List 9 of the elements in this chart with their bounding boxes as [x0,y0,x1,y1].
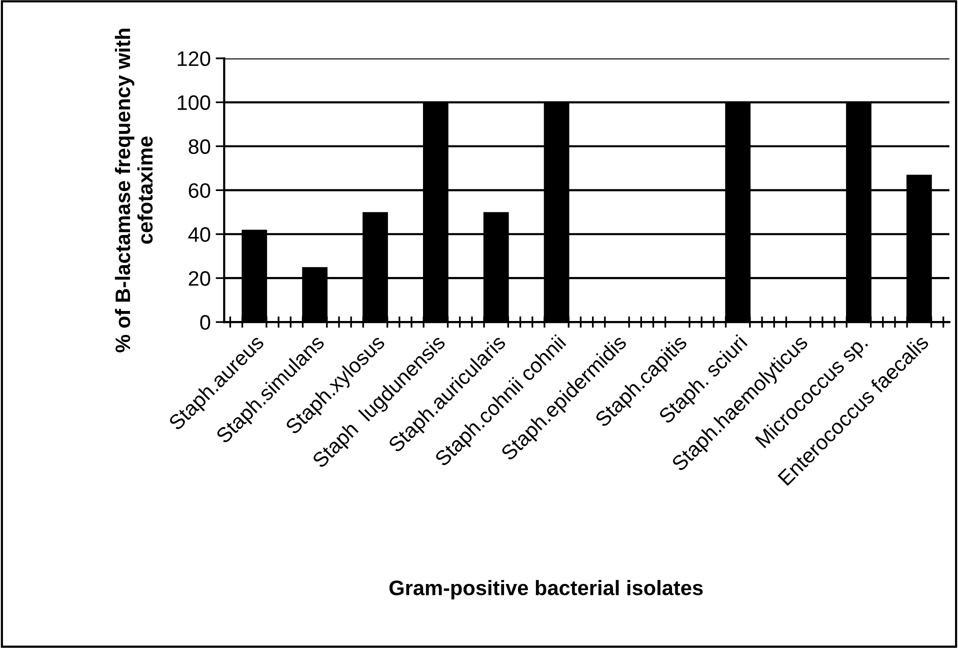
y-tick-label: 100 [178,95,210,110]
y-tick-label: 120 [178,51,210,66]
y-tick-label: 60 [188,183,210,198]
y-axis-title: % of B-lactamase frequency with cefotaxime [114,28,153,352]
x-axis-title: Gram-positive bacterial isolates [389,580,703,600]
y-tick-label: 0 [200,315,210,330]
y-tick-label: 40 [188,227,210,242]
y-tick-label: 80 [188,139,210,154]
y-tick-label: 20 [188,271,210,286]
